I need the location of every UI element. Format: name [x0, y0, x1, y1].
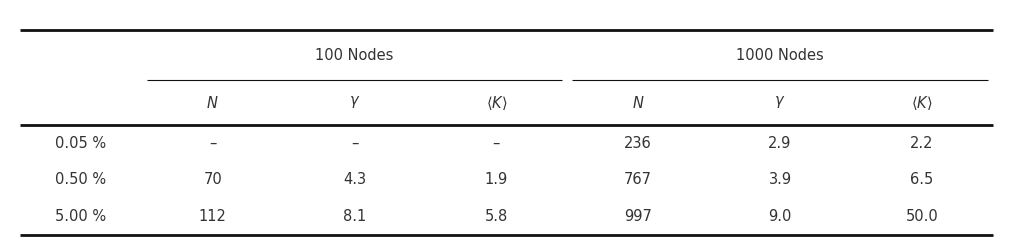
Text: $\gamma$: $\gamma$: [774, 94, 786, 110]
Text: 8.1: 8.1: [343, 209, 366, 224]
Text: 100 Nodes: 100 Nodes: [315, 48, 394, 62]
Text: $N$: $N$: [207, 94, 219, 110]
Text: 1.9: 1.9: [485, 172, 508, 188]
Text: 50.0: 50.0: [906, 209, 938, 224]
Text: 112: 112: [199, 209, 227, 224]
Text: 0.50 %: 0.50 %: [56, 172, 106, 188]
Text: –: –: [350, 136, 359, 151]
Text: $N$: $N$: [632, 94, 644, 110]
Text: 5.00 %: 5.00 %: [56, 209, 106, 224]
Text: 3.9: 3.9: [769, 172, 791, 188]
Text: 6.5: 6.5: [911, 172, 933, 188]
Text: –: –: [209, 136, 217, 151]
Text: 767: 767: [624, 172, 652, 188]
Text: 997: 997: [624, 209, 652, 224]
Text: 4.3: 4.3: [343, 172, 366, 188]
Text: $\gamma$: $\gamma$: [348, 94, 361, 110]
Text: 0.05 %: 0.05 %: [56, 136, 106, 151]
Text: 9.0: 9.0: [768, 209, 792, 224]
Text: 2.2: 2.2: [910, 136, 934, 151]
Text: 70: 70: [204, 172, 222, 188]
Text: $\langle K \rangle$: $\langle K \rangle$: [485, 94, 508, 112]
Text: 5.8: 5.8: [485, 209, 508, 224]
Text: $\langle K \rangle$: $\langle K \rangle$: [911, 94, 933, 112]
Text: 2.9: 2.9: [768, 136, 792, 151]
Text: 236: 236: [624, 136, 652, 151]
Text: 1000 Nodes: 1000 Nodes: [736, 48, 824, 62]
Text: –: –: [492, 136, 500, 151]
